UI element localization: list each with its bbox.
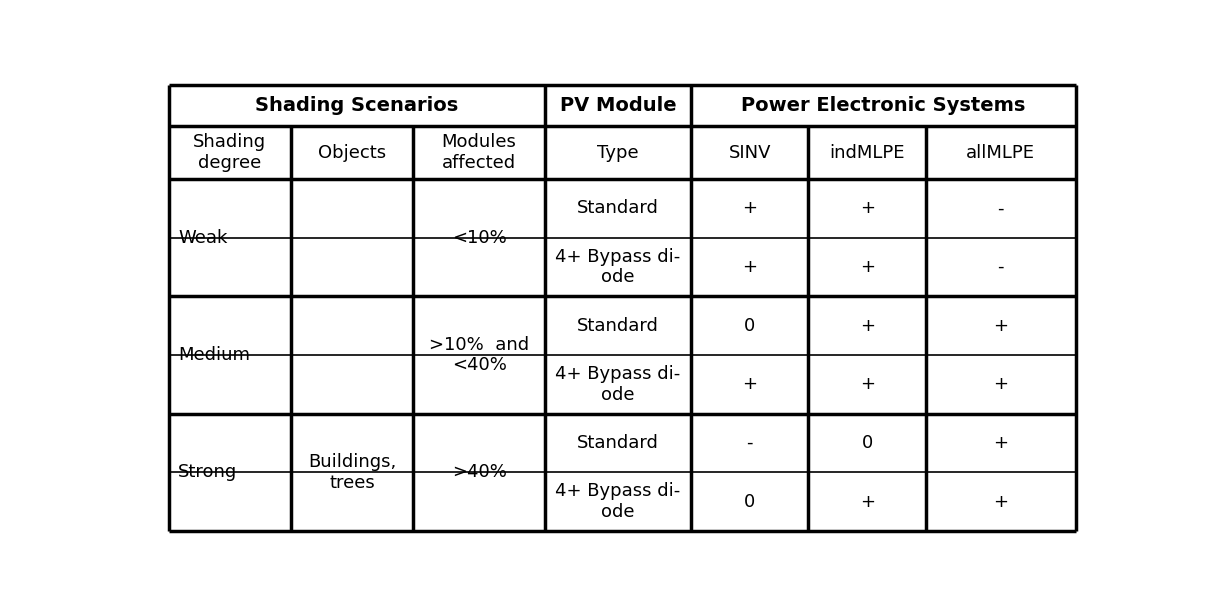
- Text: -: -: [747, 434, 753, 452]
- Text: Shading
degree: Shading degree: [193, 133, 266, 172]
- Text: +: +: [993, 493, 1009, 511]
- Text: Type: Type: [597, 143, 639, 162]
- Text: Power Electronic Systems: Power Electronic Systems: [741, 96, 1026, 115]
- Text: >40%: >40%: [452, 464, 506, 481]
- Text: indMLPE: indMLPE: [829, 143, 904, 162]
- Text: Standard: Standard: [577, 434, 659, 452]
- Text: +: +: [993, 317, 1009, 335]
- Text: -: -: [998, 199, 1004, 217]
- Text: +: +: [742, 199, 758, 217]
- Text: SINV: SINV: [728, 143, 771, 162]
- Text: +: +: [860, 199, 875, 217]
- Text: +: +: [993, 434, 1009, 452]
- Text: Standard: Standard: [577, 317, 659, 335]
- Text: Medium: Medium: [178, 346, 250, 364]
- Text: Weak: Weak: [178, 229, 227, 246]
- Text: Modules
affected: Modules affected: [442, 133, 517, 172]
- Text: 0: 0: [744, 493, 755, 511]
- Text: +: +: [860, 317, 875, 335]
- Text: 0: 0: [862, 434, 873, 452]
- Text: <10%: <10%: [452, 229, 506, 246]
- Text: +: +: [742, 375, 758, 393]
- Text: 0: 0: [744, 317, 755, 335]
- Text: +: +: [860, 258, 875, 276]
- Text: Objects: Objects: [318, 143, 386, 162]
- Text: Shading Scenarios: Shading Scenarios: [255, 96, 459, 115]
- Text: Strong: Strong: [178, 464, 238, 481]
- Text: Standard: Standard: [577, 199, 659, 217]
- Text: allMLPE: allMLPE: [966, 143, 1036, 162]
- Text: +: +: [742, 258, 758, 276]
- Text: 4+ Bypass di-
ode: 4+ Bypass di- ode: [555, 483, 681, 521]
- Text: -: -: [998, 258, 1004, 276]
- Text: Buildings,
trees: Buildings, trees: [308, 453, 396, 492]
- Text: 4+ Bypass di-
ode: 4+ Bypass di- ode: [555, 248, 681, 287]
- Text: PV Module: PV Module: [560, 96, 676, 115]
- Text: >10%  and
<40%: >10% and <40%: [429, 336, 529, 375]
- Text: +: +: [993, 375, 1009, 393]
- Text: +: +: [860, 493, 875, 511]
- Text: +: +: [860, 375, 875, 393]
- Text: 4+ Bypass di-
ode: 4+ Bypass di- ode: [555, 365, 681, 404]
